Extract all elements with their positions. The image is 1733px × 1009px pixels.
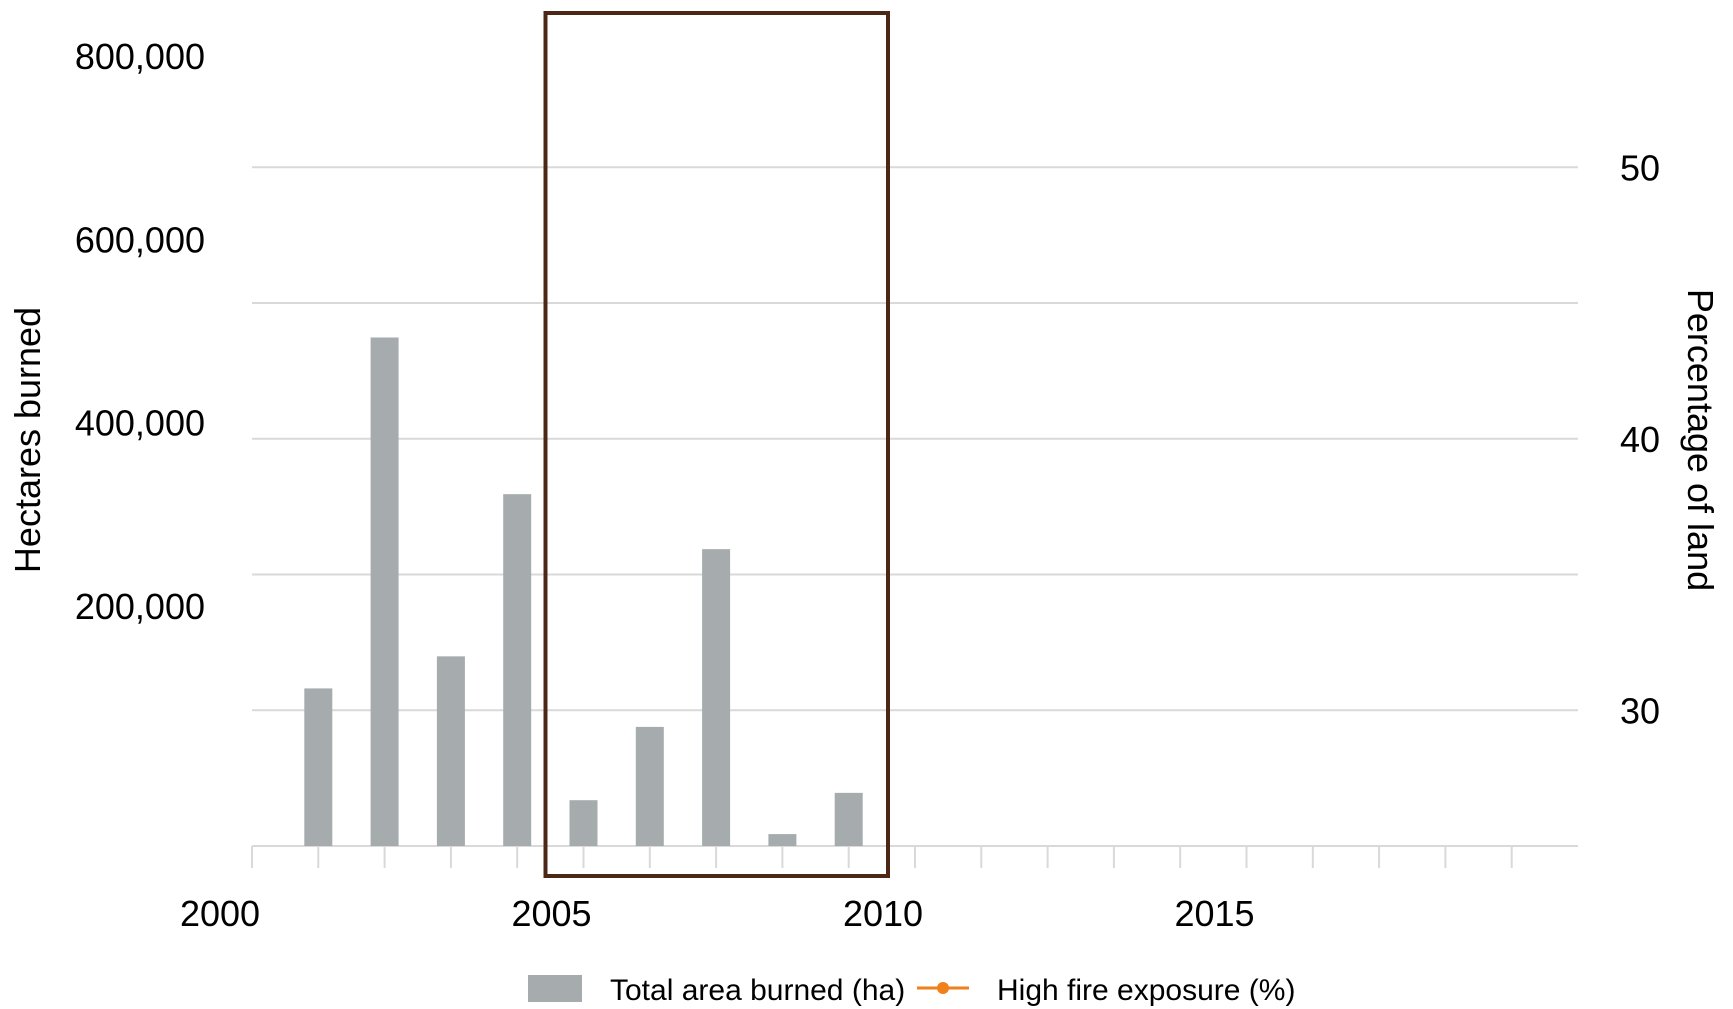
y2-axis-title: Percentage of land xyxy=(1680,289,1721,591)
x-tick-label: 2000 xyxy=(180,893,260,934)
y-tick-label: 400,000 xyxy=(75,403,205,444)
bar-2007 xyxy=(702,549,731,846)
y-tick-label: 200,000 xyxy=(75,586,205,627)
y2-tick-label: 40 xyxy=(1620,419,1660,460)
bar-2008 xyxy=(768,834,797,846)
bar-2003 xyxy=(436,656,465,846)
legend: Total area burned (ha) High fire exposur… xyxy=(528,974,1295,1007)
x-tick-labels: 2000 2005 2010 2015 xyxy=(180,893,1255,934)
legend-line-marker xyxy=(937,982,949,994)
legend-bar-label: Total area burned (ha) xyxy=(610,974,905,1007)
x-ticks xyxy=(251,846,1513,868)
bar-2005 xyxy=(569,800,598,846)
bar-2006 xyxy=(635,726,664,846)
y2-tick-label: 50 xyxy=(1620,147,1660,188)
highlight-box xyxy=(543,11,890,878)
y-tick-labels: 200,000 400,000 600,000 800,000 xyxy=(75,36,205,627)
x-tick-label: 2015 xyxy=(1174,893,1254,934)
bars xyxy=(304,337,863,846)
bar-2004 xyxy=(503,494,532,846)
y-tick-label: 800,000 xyxy=(75,36,205,77)
x-tick-label: 2010 xyxy=(843,893,923,934)
bar-2002 xyxy=(370,337,399,846)
x-tick-label: 2005 xyxy=(511,893,591,934)
y-tick-label: 600,000 xyxy=(75,219,205,260)
bar-2009 xyxy=(834,792,863,846)
bar-2001 xyxy=(304,688,333,846)
y-axis-title: Hectares burned xyxy=(7,307,48,573)
y2-tick-labels: 30 40 50 xyxy=(1620,147,1660,731)
legend-line-label: High fire exposure (%) xyxy=(997,974,1295,1007)
y2-tick-label: 30 xyxy=(1620,690,1660,731)
legend-bar-swatch xyxy=(528,975,582,1002)
